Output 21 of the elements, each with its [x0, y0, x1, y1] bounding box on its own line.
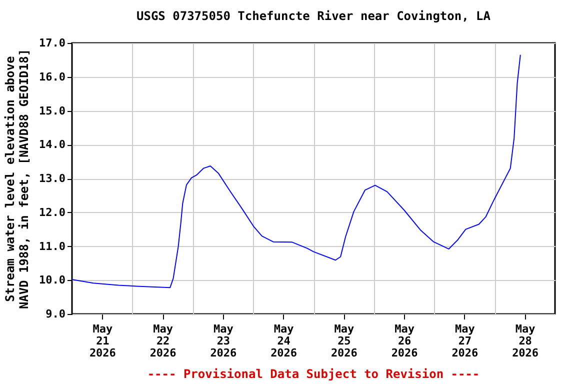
text: ---- Provisional Data Subject to Revision ---- — [146, 367, 481, 381]
x-tick-label: May 28 2026 — [512, 322, 539, 360]
x-tick-label: May 23 2026 — [210, 322, 238, 360]
y-tick-label: 12.0 — [39, 206, 66, 219]
y-tick-label: 11.0 — [39, 240, 66, 253]
y-tick-label: 16.0 — [39, 70, 66, 84]
y-tick-label: 10.0 — [39, 274, 66, 287]
x-tick-label: May 25 2026 — [330, 322, 358, 360]
y-tick-label: 17.0 — [39, 36, 66, 50]
y-tick-label: 14.0 — [39, 138, 66, 152]
x-tick-label: May 27 2026 — [452, 322, 479, 360]
y-tick-label: 9.0 — [46, 308, 66, 320]
y-tick-label: 15.0 — [39, 104, 66, 118]
line-series — [72, 54, 521, 288]
x-tick-label: May 22 2026 — [150, 322, 177, 360]
x-tick-label: May 24 2026 — [270, 322, 298, 360]
x-tick-label: May 26 2026 — [391, 322, 418, 360]
y-axis-title: Stream water level elevation above NAVD 1988, in feet, [NAVD88 GEOID18] — [3, 48, 32, 310]
y-tick-label: 13.0 — [39, 172, 66, 185]
x-tick-label: May 21 2026 — [89, 322, 116, 360]
chart-title: USGS 07375050 Tchefuncte River near Covington, LA — [136, 9, 492, 23]
